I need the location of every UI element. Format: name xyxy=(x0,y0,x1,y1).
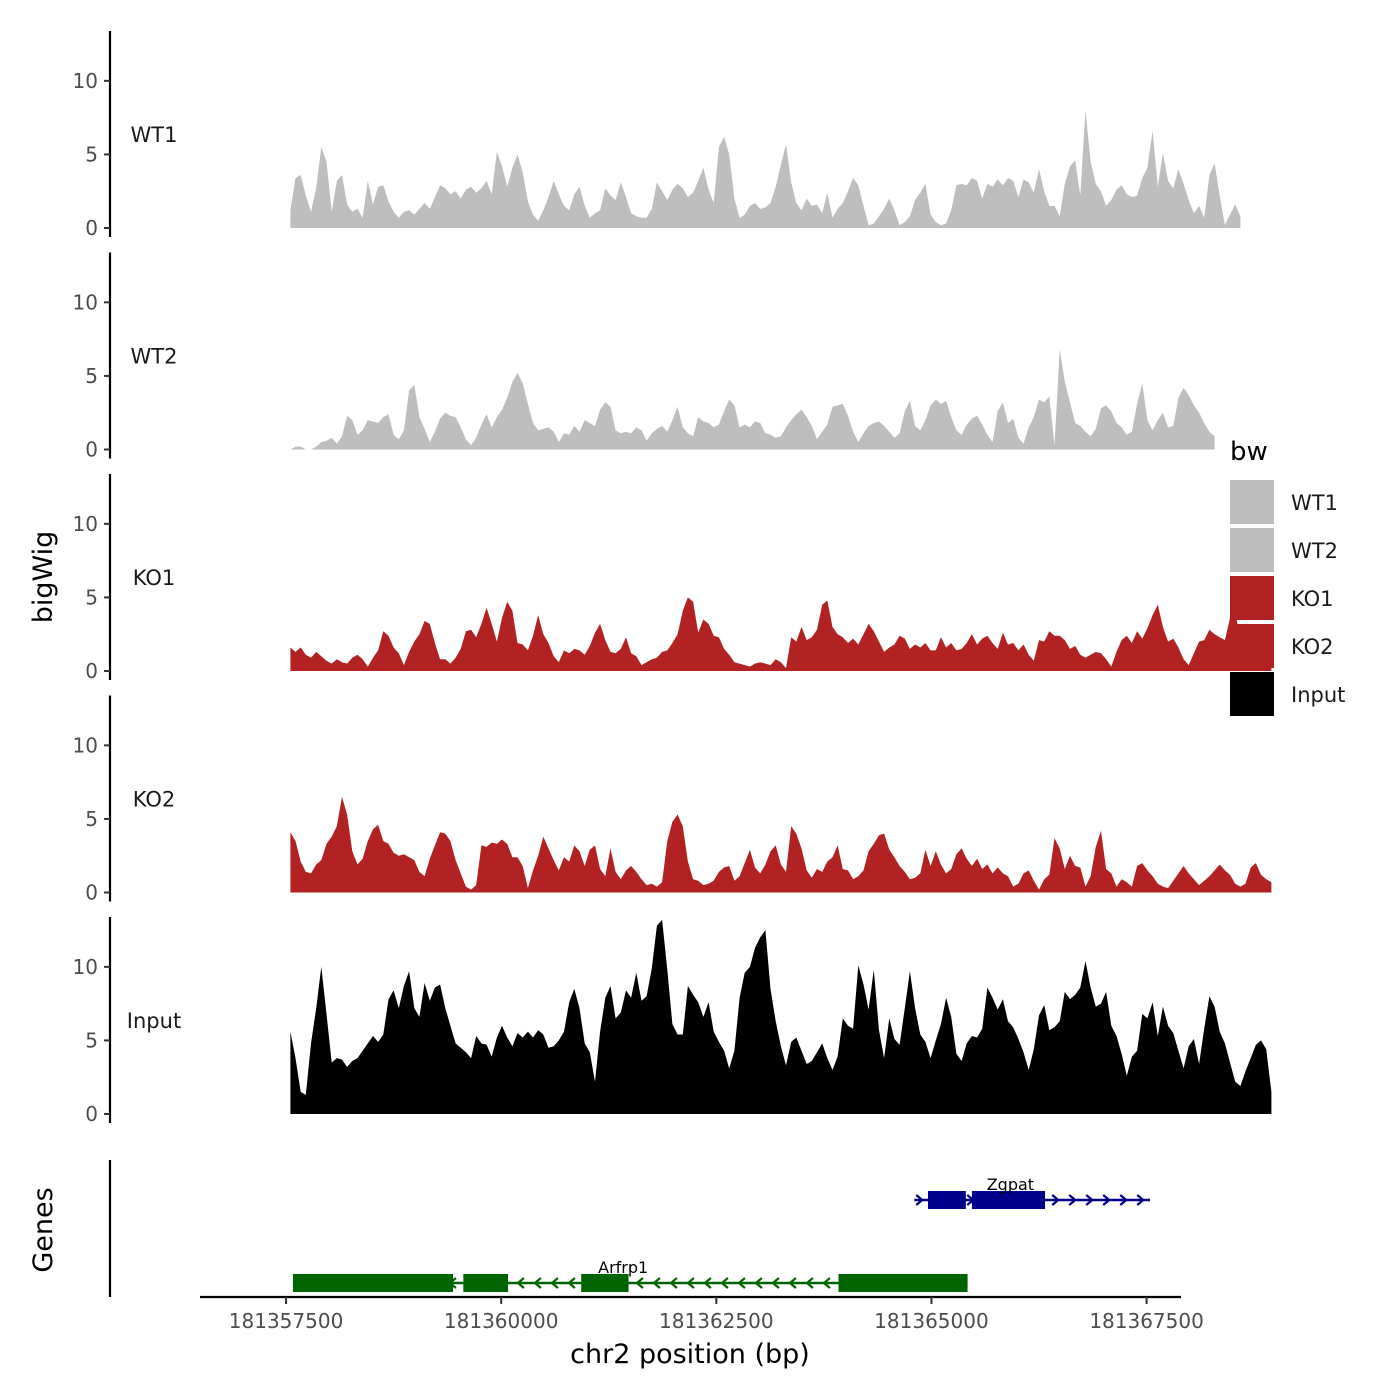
legend-swatch xyxy=(1230,528,1274,572)
y-tick-label: 5 xyxy=(85,364,98,388)
track-label: KO2 xyxy=(133,788,176,812)
track-label: WT2 xyxy=(131,345,178,369)
track-ko2: 0 5 10 KO2 xyxy=(73,695,1272,905)
strand-arrow xyxy=(822,1277,831,1289)
y-tick-label: 0 xyxy=(85,438,98,462)
signal-area-wt1 xyxy=(290,110,1241,228)
legend-item-input: Input xyxy=(1230,672,1345,716)
track-label: WT1 xyxy=(131,123,178,147)
y-tick-label: 10 xyxy=(73,69,98,93)
legend-item-ko2: KO2 xyxy=(1230,624,1334,668)
x-tick-label: 181362500 xyxy=(659,1309,774,1333)
genes-track: Arfrp1 Zgpat xyxy=(108,1160,1151,1297)
track-input: 0 5 10 Input xyxy=(73,917,1272,1126)
gene-arfrp1: Arfrp1 xyxy=(292,1258,968,1292)
strand-arrow xyxy=(805,1277,814,1289)
strand-arrow xyxy=(533,1277,542,1289)
x-axis-title: chr2 position (bp) xyxy=(570,1339,810,1370)
bigwig-tracks: 0 5 10 WT1 0 5 10 WT2 0 5 10 KO1 0 5 10 KO2 0 5 10 Input xyxy=(73,31,1272,1126)
strand-arrow xyxy=(1051,1194,1060,1206)
track-label: KO1 xyxy=(133,566,176,590)
strand-arrow xyxy=(652,1277,661,1289)
y-tick-label: 5 xyxy=(85,807,98,831)
x-tick-label: 181365000 xyxy=(874,1309,989,1333)
legend-label: Input xyxy=(1291,683,1345,707)
signal-area-ko1 xyxy=(290,597,1272,671)
y-tick-label: 0 xyxy=(85,659,98,683)
strand-arrow xyxy=(1102,1194,1111,1206)
legend-item-wt1: WT1 xyxy=(1230,480,1338,524)
legend-item-ko1: KO1 xyxy=(1230,576,1334,620)
x-tick-label: 181360000 xyxy=(444,1309,559,1333)
gene-exon xyxy=(292,1274,453,1292)
strand-arrow xyxy=(550,1277,559,1289)
y-tick-label: 0 xyxy=(85,1102,98,1126)
strand-arrow xyxy=(703,1277,712,1289)
gene-exon xyxy=(838,1274,968,1292)
y-tick-label: 10 xyxy=(73,955,98,979)
y-tick-label: 10 xyxy=(73,290,98,314)
y-tick-label: 10 xyxy=(73,733,98,757)
strand-arrow xyxy=(1136,1194,1145,1206)
gene-label: Arfrp1 xyxy=(598,1258,648,1277)
y-tick-label: 5 xyxy=(85,1028,98,1052)
gene-exon xyxy=(463,1274,509,1292)
y-tick-label: 0 xyxy=(85,881,98,905)
track-wt2: 0 5 10 WT2 xyxy=(73,252,1215,462)
strand-arrow xyxy=(771,1277,780,1289)
strand-arrow xyxy=(720,1277,729,1289)
legend-item-wt2: WT2 xyxy=(1230,528,1338,572)
track-label: Input xyxy=(127,1009,181,1033)
legend-swatch xyxy=(1230,576,1274,620)
strand-arrow xyxy=(669,1277,678,1289)
strand-arrow xyxy=(516,1277,525,1289)
x-tick-label: 181357500 xyxy=(229,1309,344,1333)
strand-arrow xyxy=(754,1277,763,1289)
strand-arrow xyxy=(567,1277,576,1289)
y-tick-label: 5 xyxy=(85,142,98,166)
legend-swatch xyxy=(1230,672,1274,716)
y-tick-label: 5 xyxy=(85,585,98,609)
gene-exon xyxy=(928,1191,966,1209)
gene-label: Zgpat xyxy=(987,1175,1034,1194)
strand-arrow xyxy=(1085,1194,1094,1206)
track-wt1: 0 5 10 WT1 xyxy=(73,31,1241,240)
strand-arrow xyxy=(915,1194,924,1206)
gene-exon xyxy=(581,1274,629,1292)
gene-exon xyxy=(971,1191,1046,1209)
strand-arrow xyxy=(737,1277,746,1289)
strand-arrow xyxy=(788,1277,797,1289)
signal-area-input xyxy=(290,919,1272,1114)
legend-label: KO2 xyxy=(1291,635,1334,659)
strand-arrow xyxy=(1119,1194,1128,1206)
legend-label: WT2 xyxy=(1291,539,1338,563)
legend-label: WT1 xyxy=(1291,491,1338,515)
signal-area-wt2 xyxy=(290,349,1215,450)
legend-swatch xyxy=(1230,480,1274,524)
strand-arrow xyxy=(635,1277,644,1289)
y-tick-label: 10 xyxy=(73,512,98,536)
strand-arrow xyxy=(686,1277,695,1289)
gene-zgpat: Zgpat xyxy=(914,1175,1151,1209)
x-tick-label: 181367500 xyxy=(1089,1309,1204,1333)
strand-arrow xyxy=(1068,1194,1077,1206)
signal-area-ko2 xyxy=(290,796,1272,893)
genes-axis-title: Genes xyxy=(28,1187,59,1272)
y-tick-label: 0 xyxy=(85,216,98,240)
legend-title: bw xyxy=(1230,437,1268,467)
x-axis: 181357500 181360000 181362500 181365000 1813… xyxy=(200,1295,1204,1333)
y-axis-title: bigWig xyxy=(28,531,59,624)
legend-swatch xyxy=(1230,624,1274,668)
legend-label: KO1 xyxy=(1291,587,1334,611)
track-ko1: 0 5 10 KO1 xyxy=(73,474,1272,683)
legend: bw WT1 WT2 KO1 KO2 Input xyxy=(1230,437,1345,716)
